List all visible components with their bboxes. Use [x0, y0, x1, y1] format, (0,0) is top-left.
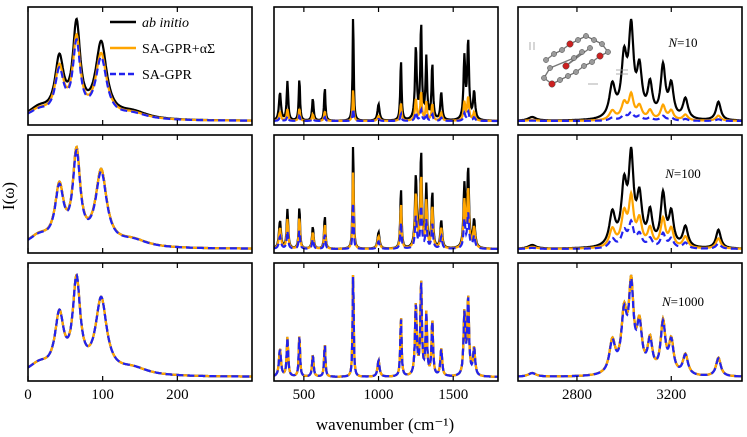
- panel-r2-c2: 2800 3200 N=1000: [517, 262, 743, 403]
- x-tick-label: 100: [91, 387, 114, 403]
- x-tick-label: 1000: [364, 387, 394, 403]
- carbon-atom: [579, 49, 585, 55]
- panel-frame: [517, 134, 743, 254]
- series-sa-gpr: [273, 276, 498, 378]
- n-annotation-value: =1000: [671, 294, 704, 309]
- carbon-atom: [591, 37, 597, 43]
- oxygen-atom: [562, 62, 570, 70]
- n-annotation: N=10: [667, 35, 697, 50]
- carbon-atom: [587, 45, 593, 51]
- n-annotation: N=100: [664, 166, 701, 181]
- x-tick-label: 500: [293, 387, 316, 403]
- panel-r1-c0: [27, 134, 253, 254]
- legend-label: SA-GPR+αΣ: [142, 42, 215, 57]
- legend-label: SA-GPR: [142, 68, 192, 83]
- carbon-atom: [565, 73, 571, 79]
- n-annotation-value: =100: [674, 166, 701, 181]
- carbon-atom: [575, 37, 581, 43]
- n-annotation-value: =10: [677, 35, 697, 50]
- carbon-atom: [599, 41, 605, 47]
- carbon-atom: [581, 63, 587, 69]
- molecule-inset: [529, 33, 628, 88]
- panel-frame: [27, 262, 253, 382]
- series-sa-gpr-alpha: [27, 273, 252, 378]
- series-sa-gpr: [27, 273, 252, 378]
- series-sa-gpr: [27, 37, 252, 122]
- labels: wavenumber (cm⁻¹) I(ω): [0, 182, 454, 434]
- panel-frame: [273, 262, 499, 382]
- y-axis-label: I(ω): [0, 182, 18, 210]
- legend-item: ab initio: [110, 16, 189, 31]
- legend-item: SA-GPR: [110, 68, 192, 83]
- series-sa-gpr-alpha: [273, 90, 498, 122]
- panel-r1-c1: [273, 134, 499, 254]
- oxygen-atom: [566, 40, 574, 48]
- series-sa-gpr: [27, 148, 253, 250]
- carbon-atom: [605, 49, 611, 55]
- legend: ab initio SA-GPR+αΣ SA-GPR: [110, 16, 215, 83]
- panel-frame: [273, 6, 499, 126]
- oxygen-atom: [548, 80, 556, 88]
- x-tick-label: 200: [166, 387, 189, 403]
- carbon-atom: [541, 75, 547, 81]
- n-annotation-symbol: N: [667, 35, 678, 50]
- carbon-atom: [571, 55, 577, 61]
- series-sa-gpr-alpha: [27, 145, 252, 250]
- bond: [565, 47, 591, 67]
- series-sa-gpr: [273, 203, 498, 250]
- panel-r0-c0: [27, 6, 253, 126]
- x-axis-label: wavenumber (cm⁻¹): [316, 415, 454, 434]
- panel-r2-c1: 500 1000 1500: [273, 262, 499, 403]
- n-annotation-symbol: N: [664, 166, 675, 181]
- n-annotation-symbol: N: [661, 294, 672, 309]
- bond: [549, 57, 575, 69]
- series-sa-gpr: [274, 105, 498, 123]
- x-tick-label: 3200: [656, 387, 686, 403]
- carbon-atom: [583, 33, 589, 39]
- series-sa-gpr: [518, 110, 742, 122]
- carbon-atom: [547, 65, 553, 71]
- carbon-atom: [557, 77, 563, 83]
- panel-frame: [27, 6, 253, 126]
- series-sa-gpr: [518, 218, 742, 250]
- series-sa-gpr-alpha: [518, 274, 743, 378]
- panel-frame: [273, 134, 499, 254]
- series-ab-initio: [27, 145, 252, 250]
- x-tick-label: 1500: [438, 387, 468, 403]
- carbon-atom: [551, 51, 557, 57]
- series-sa-gpr-alpha: [518, 90, 742, 122]
- legend-item: SA-GPR+αΣ: [110, 42, 215, 57]
- panel-r1-c2: N=100: [517, 134, 743, 254]
- series-ab-initio: [27, 273, 252, 378]
- panel-frame: [27, 134, 253, 254]
- panel-r2-c0: 0 100 200: [24, 262, 253, 403]
- panel-frame: [517, 6, 743, 126]
- oxygen-atom: [596, 52, 604, 60]
- n-annotation: N=1000: [661, 294, 704, 309]
- panel-r0-c2: N=10: [517, 6, 743, 126]
- panel-frame: [517, 262, 743, 382]
- series-sa-gpr: [518, 277, 742, 378]
- x-tick-label: 0: [24, 387, 32, 403]
- panel-r0-c1: [273, 6, 499, 126]
- carbon-atom: [589, 59, 595, 65]
- carbon-atom: [573, 69, 579, 75]
- carbon-atom: [559, 47, 565, 53]
- x-tick-label: 2800: [562, 387, 592, 403]
- legend-label: ab initio: [142, 16, 189, 31]
- carbon-atom: [543, 57, 549, 63]
